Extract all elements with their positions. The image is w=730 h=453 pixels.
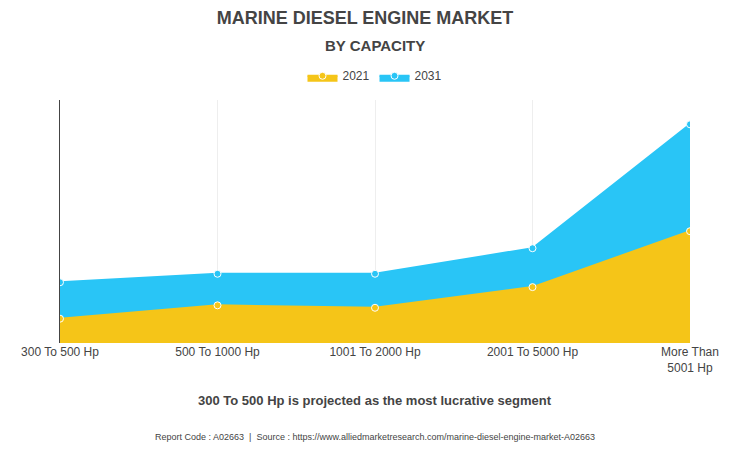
svg-text:More Than5001 Hp: More Than5001 Hp — [661, 345, 719, 375]
svg-text:BY CAPACITY: BY CAPACITY — [325, 37, 425, 54]
svg-text:1001 To 2000 Hp: 1001 To 2000 Hp — [329, 345, 421, 359]
svg-text:MARINE DIESEL ENGINE MARKET: MARINE DIESEL ENGINE MARKET — [217, 8, 514, 28]
svg-text:2001 To 5000 Hp: 2001 To 5000 Hp — [487, 345, 579, 359]
svg-text:300 To 500 Hp is projected as: 300 To 500 Hp is projected as the most l… — [198, 393, 552, 408]
svg-text:2021: 2021 — [343, 69, 370, 83]
svg-text:500 To 1000 Hp: 500 To 1000 Hp — [175, 345, 260, 359]
svg-text:2031: 2031 — [415, 69, 442, 83]
svg-text:300 To 500 Hp: 300 To 500 Hp — [21, 345, 99, 359]
svg-text:Report Code : A02663 | Sourc: Report Code : A02663 | Source : https://… — [155, 432, 595, 442]
